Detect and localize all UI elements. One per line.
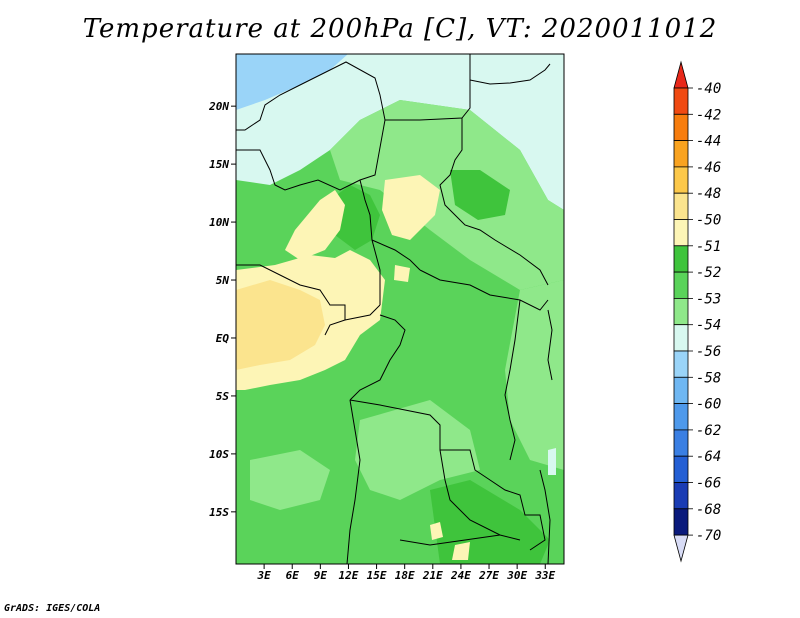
colorbar-label: -44 [696, 134, 721, 150]
lat-label: 15N [209, 158, 229, 171]
colorbar-label: -68 [696, 502, 721, 518]
colorbar-bottom-arrow [673, 534, 689, 563]
map-frame [235, 53, 565, 565]
lon-label: 3E [256, 569, 271, 582]
colorbar-top-arrow [673, 60, 689, 89]
lon-label: 15E [367, 569, 387, 582]
lat-label: 10N [209, 216, 229, 229]
field-pale-yellow-south [430, 522, 470, 560]
colorbar-label: -66 [696, 476, 721, 492]
lat-label: 15S [209, 506, 229, 519]
lon-label: 21E [422, 569, 443, 582]
colorbar-segment [673, 113, 689, 142]
lon-label: 33E [534, 569, 555, 582]
colorbar-label: -70 [696, 528, 721, 544]
field-light-green-east [505, 280, 564, 470]
lon-label: 18E [395, 569, 415, 582]
lat-label: 5N [216, 274, 230, 287]
colorbar-label: -52 [696, 265, 721, 281]
lon-label: 30E [506, 569, 527, 582]
colorbar-segment [673, 324, 689, 352]
colorbar-label: -42 [696, 107, 721, 123]
field-pale-yellow-small [394, 265, 410, 282]
colorbar-label: -56 [696, 344, 721, 360]
lon-label: 12E [339, 569, 359, 582]
colorbar-segment [673, 297, 689, 326]
country-borders [236, 54, 553, 564]
colorbar-segment [673, 376, 689, 404]
lat-label: EQ [216, 332, 230, 345]
colorbar-label: -54 [696, 318, 721, 334]
colorbar-label: -50 [696, 213, 721, 229]
field-dark-green-south [430, 480, 550, 564]
grads-credit: GrADS: IGES/COLA [4, 603, 101, 614]
colorbar-segment [673, 271, 689, 299]
field-light-green-center [355, 400, 480, 500]
colorbar-segment [673, 192, 689, 220]
colorbar-label: -62 [696, 423, 721, 439]
colorbar-label: -40 [696, 81, 721, 97]
lat-label: 5S [216, 390, 230, 403]
colorbar-segment [673, 508, 689, 536]
colorbar-label: -60 [696, 397, 721, 413]
field-pale-cyan-north [236, 54, 564, 210]
field-dark-green-ne [450, 170, 510, 220]
colorbar-label: -64 [696, 449, 721, 465]
colorbar-segment [673, 219, 689, 247]
field-pale-cyan-lake [548, 448, 556, 475]
colorbar-label: -51 [696, 239, 721, 255]
field-light-green-north-band [330, 100, 564, 290]
lon-label: 9E [314, 569, 328, 582]
lon-label: 24E [450, 569, 471, 582]
field-blue-nw [236, 54, 348, 110]
colorbar-segment [673, 482, 689, 510]
colorbar-segment [673, 350, 689, 378]
lon-label: 6E [286, 569, 300, 582]
colorbar-segment [673, 455, 689, 483]
colorbar-segment [673, 429, 689, 457]
lat-label: 10S [209, 448, 229, 461]
colorbar-segment [673, 403, 689, 431]
map-title: Temperature at 200hPa [C], VT: 202001101… [82, 14, 718, 44]
colorbar-segment [673, 166, 689, 194]
longitude-axis: 3E 6E 9E 12E 15E 18E 21E 24E 27E 30E 33E [256, 564, 556, 582]
latitude-axis: 20N 15N 10N 5N EQ 5S 10S 15S [208, 100, 236, 519]
lon-label: 27E [478, 569, 499, 582]
colorbar-segment [673, 245, 689, 273]
field-pale-yellow-north [285, 190, 345, 260]
field-light-green-sw [250, 450, 330, 510]
lat-label: 20N [208, 100, 229, 113]
colorbar-label: -46 [696, 160, 721, 176]
field-yellow-core [236, 280, 325, 370]
colorbar-segment [673, 140, 689, 168]
colorbar-label: -48 [696, 186, 721, 202]
colorbar-segment [673, 87, 689, 115]
colorbar-label: -58 [696, 370, 721, 386]
colorbar-label: -53 [696, 291, 721, 307]
field-pale-yellow-ne [382, 175, 440, 240]
temperature-field [236, 54, 564, 564]
colorbar: -40 -42 -44 -46 -48 -50 -51 -52 -53 -54 -56 -58 -60 -… [673, 60, 721, 563]
